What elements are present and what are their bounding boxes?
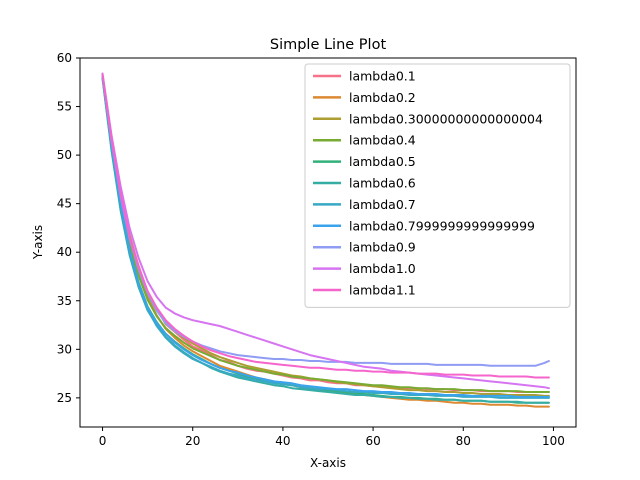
legend-label-1: lambda0.2 [349,90,416,105]
x-tick-label: 100 [542,434,565,448]
legend-label-6: lambda0.7 [349,197,416,212]
y-tick-label: 30 [57,342,72,356]
y-tick-label: 45 [57,197,72,211]
legend: lambda0.1 lambda0.2 lambda0.30000000000000… [304,63,571,308]
x-tick-label: 60 [365,434,380,448]
x-tick-label: 20 [185,434,200,448]
y-tick-label: 60 [57,51,72,65]
legend-label-10: lambda1.1 [349,283,416,298]
y-tick-label: 25 [57,391,72,405]
legend-label-0: lambda0.1 [349,69,416,84]
series-line-7 [101,74,550,398]
y-tick-label: 50 [57,148,72,162]
legend-label-4: lambda0.5 [349,154,416,169]
legend-box [304,63,571,308]
series-layer [101,72,550,408]
y-tick-label: 35 [57,294,72,308]
y-axis: 25 30 35 40 45 50 55 60 [57,51,80,405]
legend-label-8: lambda0.9 [349,240,416,255]
plot-frame [79,57,577,428]
chart-title: Simple Line Plot [270,37,387,53]
x-tick-label: 40 [275,434,290,448]
legend-label-9: lambda1.0 [349,261,416,276]
x-tick-label: 0 [99,434,107,448]
legend-label-7: lambda0.7999999999999999 [349,218,535,233]
legend-label-3: lambda0.4 [349,133,416,148]
y-tick-label: 40 [57,245,72,259]
legend-label-2: lambda0.30000000000000004 [349,111,543,126]
series-line-9 [101,72,550,390]
y-axis-label: Y-axis [31,225,45,260]
y-tick-label: 55 [57,100,72,114]
series-line-3 [101,75,550,393]
x-axis: 0 20 40 60 80 100 [99,427,565,448]
series-line-10 [101,73,550,379]
x-tick-label: 80 [456,434,471,448]
x-axis-label: X-axis [310,456,346,470]
legend-label-5: lambda0.6 [349,176,416,191]
series-line-8 [101,73,550,367]
